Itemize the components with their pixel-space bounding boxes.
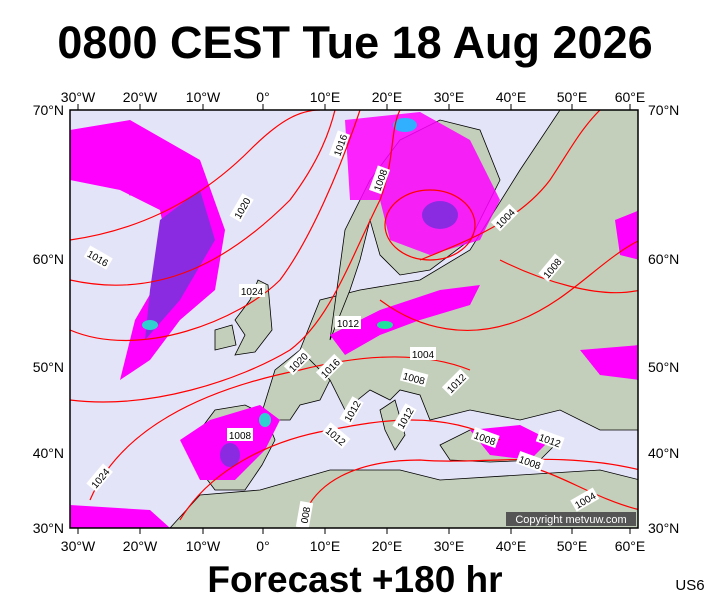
isobar-label-bg: [335, 316, 361, 329]
precipitation: [70, 112, 638, 528]
isobar-label-text: 1024: [241, 287, 264, 298]
isobar-label-bg: [570, 487, 600, 512]
lat-label: 60°N: [33, 251, 64, 267]
lon-label: 0°: [256, 538, 269, 554]
isobar-label-bg: [315, 353, 344, 382]
isobar-label-bg: [490, 203, 519, 232]
isobar-label-bg: [339, 396, 364, 426]
lat-label: 40°N: [648, 445, 679, 461]
isobar-label-text: 1012: [337, 319, 360, 330]
lat-label: 50°N: [648, 359, 679, 375]
lat-label: 40°N: [33, 445, 64, 461]
isobar-label-bg: [328, 130, 351, 160]
lon-label: 60°E: [615, 538, 646, 554]
lon-label: 60°E: [615, 89, 646, 105]
model-label: US6: [675, 577, 704, 594]
lon-label: 20°W: [123, 538, 158, 554]
isobar-label-bg: [470, 426, 500, 449]
title: 0800 CEST Tue 18 Aug 2026: [57, 17, 652, 68]
isobar-label-bg: [535, 428, 565, 451]
lon-label: 30°E: [434, 538, 465, 554]
lat-label: 30°N: [648, 520, 679, 536]
copyright-box: [506, 512, 636, 526]
isobar-label-bg: [410, 347, 436, 360]
map-frame: [69, 109, 639, 529]
lat-label: 70°N: [33, 102, 64, 118]
isobar-label-text: 008: [300, 506, 314, 525]
isobar-label-bg: [86, 463, 113, 492]
lon-label: 50°E: [557, 89, 588, 105]
lon-label: 20°E: [372, 89, 403, 105]
isobar-label-bg: [295, 500, 314, 528]
copyright: Copyright metvuw.com: [515, 514, 626, 526]
isobar-label-bg: [322, 422, 351, 449]
isobar-label-bg: [227, 428, 253, 441]
lon-label: 10°E: [310, 89, 341, 105]
isobar-label: 1008: [227, 428, 253, 442]
isobar-label-bg: [283, 347, 312, 376]
lon-label: 30°W: [61, 538, 96, 554]
isobar-label-bg: [441, 368, 470, 397]
map: 1016100810201016102410041008101210041020…: [70, 110, 638, 528]
lon-label: 50°E: [557, 538, 588, 554]
lon-label: 30°W: [61, 89, 96, 105]
isobar-label: 1004: [410, 347, 436, 361]
lon-label: 20°W: [123, 89, 158, 105]
lat-label: 60°N: [648, 251, 679, 267]
isobar-label: 008: [295, 500, 314, 528]
lat-label: 30°N: [33, 520, 64, 536]
isobar-label-text: 1008: [229, 431, 252, 442]
lon-label: 20°E: [372, 538, 403, 554]
isobar-label-bg: [83, 245, 113, 270]
lon-label: 10°W: [186, 538, 221, 554]
lon-label: 30°E: [434, 89, 465, 105]
isobar-label-bg: [538, 253, 565, 282]
isobar-label-bg: [239, 284, 265, 297]
lon-label: 10°W: [186, 89, 221, 105]
isobar-label-text: 1004: [412, 350, 435, 361]
lon-label: 40°E: [496, 538, 527, 554]
isobar-label-bg: [229, 193, 254, 223]
lon-label: 40°E: [496, 89, 527, 105]
isobar-label: 1012: [335, 316, 361, 330]
isobar-label-bg: [515, 450, 545, 473]
forecast-label: Forecast +180 hr: [207, 559, 502, 600]
lon-label: 0°: [256, 89, 269, 105]
lat-label: 70°N: [648, 102, 679, 118]
lat-label: 50°N: [33, 359, 64, 375]
isobar-label: 1024: [239, 284, 265, 298]
isobar-label-bg: [368, 165, 391, 195]
isobar-label-bg: [392, 403, 417, 433]
lon-label: 10°E: [310, 538, 341, 554]
